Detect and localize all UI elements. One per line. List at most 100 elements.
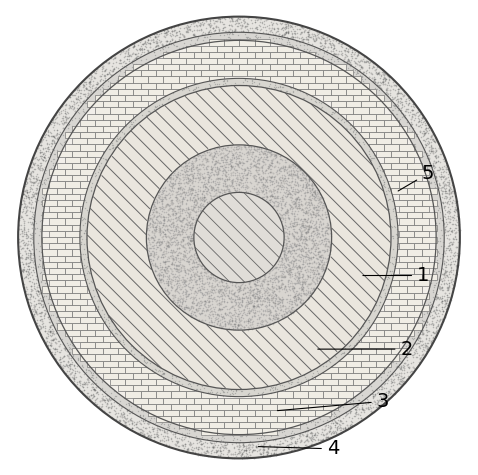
- Point: [203, 439, 211, 446]
- Point: [150, 229, 158, 237]
- Point: [250, 145, 258, 152]
- Point: [206, 294, 213, 302]
- Point: [161, 186, 168, 193]
- Point: [347, 56, 355, 63]
- Point: [257, 151, 264, 158]
- Point: [200, 165, 208, 173]
- Point: [94, 85, 101, 92]
- Point: [95, 79, 102, 87]
- Point: [258, 389, 266, 397]
- Point: [48, 132, 56, 139]
- Point: [188, 273, 196, 280]
- Point: [260, 445, 268, 452]
- Point: [84, 91, 92, 98]
- Point: [37, 164, 44, 171]
- Point: [346, 424, 354, 431]
- Point: [309, 253, 317, 260]
- Point: [317, 35, 325, 43]
- Point: [303, 45, 311, 53]
- Bar: [87, 323, 103, 330]
- Point: [160, 369, 167, 377]
- Point: [424, 123, 432, 131]
- Point: [191, 224, 199, 231]
- Point: [278, 197, 285, 205]
- Point: [219, 392, 227, 399]
- Point: [209, 271, 217, 279]
- Point: [285, 215, 293, 223]
- Point: [293, 218, 301, 226]
- Point: [211, 167, 218, 175]
- Point: [283, 185, 291, 192]
- Point: [185, 204, 192, 212]
- Point: [278, 439, 286, 447]
- Point: [234, 175, 242, 183]
- Point: [189, 234, 196, 242]
- Point: [160, 213, 167, 220]
- Point: [382, 76, 390, 83]
- Point: [163, 429, 171, 437]
- Point: [155, 211, 163, 218]
- Point: [232, 159, 240, 166]
- Point: [256, 289, 263, 296]
- Point: [191, 277, 199, 285]
- Point: [409, 368, 416, 375]
- Point: [282, 264, 289, 272]
- Point: [315, 440, 323, 447]
- Point: [284, 190, 292, 198]
- Point: [141, 46, 148, 53]
- Point: [304, 289, 312, 297]
- Point: [187, 185, 195, 192]
- Point: [213, 171, 220, 179]
- Point: [171, 286, 179, 294]
- Point: [269, 289, 277, 297]
- Point: [303, 248, 310, 256]
- Point: [282, 305, 289, 313]
- Point: [347, 70, 354, 77]
- Point: [26, 230, 34, 238]
- Point: [229, 168, 237, 176]
- Point: [26, 250, 34, 257]
- Point: [292, 213, 299, 220]
- Point: [218, 318, 226, 326]
- Point: [160, 221, 167, 229]
- Point: [124, 130, 131, 137]
- Point: [322, 241, 330, 248]
- Point: [397, 359, 405, 366]
- Point: [265, 162, 273, 170]
- Point: [227, 156, 234, 164]
- Point: [22, 180, 29, 188]
- Point: [160, 226, 168, 233]
- Point: [227, 315, 234, 323]
- Point: [293, 162, 300, 169]
- Bar: [391, 126, 407, 132]
- Point: [159, 254, 167, 261]
- Point: [288, 300, 296, 307]
- Point: [445, 286, 452, 294]
- Point: [65, 370, 73, 378]
- Point: [352, 408, 360, 416]
- Point: [298, 273, 305, 281]
- Point: [27, 220, 34, 228]
- Point: [207, 307, 215, 314]
- Point: [416, 337, 424, 344]
- Point: [55, 356, 63, 363]
- Point: [28, 268, 35, 276]
- Point: [453, 250, 461, 257]
- Point: [305, 442, 313, 450]
- Point: [43, 174, 51, 182]
- Point: [422, 320, 430, 327]
- Point: [285, 284, 293, 291]
- Point: [45, 180, 53, 188]
- Point: [77, 233, 85, 240]
- Point: [221, 309, 229, 317]
- Bar: [323, 70, 338, 76]
- Point: [330, 409, 338, 417]
- Point: [281, 255, 288, 263]
- Point: [298, 285, 305, 293]
- Point: [305, 225, 313, 232]
- Bar: [65, 305, 80, 311]
- Point: [374, 69, 382, 77]
- Point: [409, 100, 417, 108]
- Point: [445, 181, 452, 189]
- Point: [267, 309, 274, 317]
